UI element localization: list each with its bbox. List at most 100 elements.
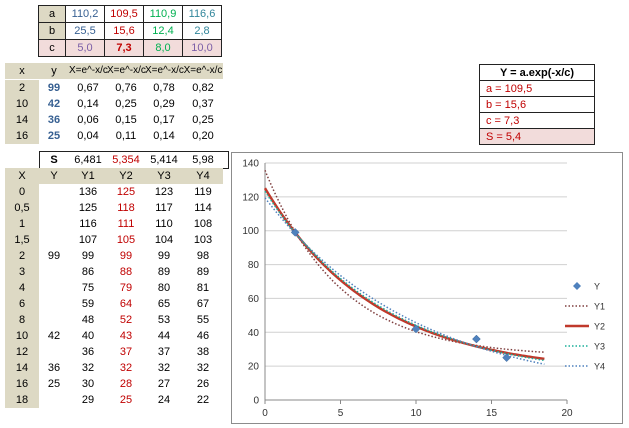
pred-cell-r7-c3[interactable]: 64	[119, 298, 133, 310]
pred-cell-r7-c2[interactable]: 59	[81, 298, 95, 310]
pred-cell-r9-c3[interactable]: 43	[119, 330, 133, 342]
pred-cell-r8-c1[interactable]	[39, 312, 69, 328]
xy-cell-r1-c0[interactable]: 10	[5, 96, 39, 112]
pred-cell-r9-c4[interactable]: 44	[157, 330, 171, 342]
result-c[interactable]: c = 7,3	[479, 112, 595, 129]
pred-cell-r5-c2[interactable]: 86	[81, 266, 95, 278]
pred-cell-r9-c0[interactable]: 10	[5, 328, 39, 344]
xy-cell-r2-c4[interactable]: 0,17	[153, 114, 175, 126]
pred-cell-r2-c1[interactable]	[39, 216, 69, 232]
pred-cell-r0-c5[interactable]: 119	[194, 186, 212, 198]
pred-cell-r5-c0[interactable]: 3	[5, 264, 39, 280]
pred-cell-r6-c4[interactable]: 80	[157, 282, 171, 294]
xy-cell-r0-c4[interactable]: 0,78	[153, 82, 175, 94]
pred-cell-r13-c4[interactable]: 24	[157, 394, 171, 406]
xy-cell-r3-c0[interactable]: 16	[5, 128, 39, 144]
pred-cell-r11-c2[interactable]: 32	[81, 362, 95, 374]
pred-cell-r10-c3[interactable]: 37	[119, 346, 133, 358]
pred-cell-r0-c2[interactable]: 136	[78, 186, 98, 198]
xy-cell-r2-c1[interactable]: 36	[47, 114, 61, 126]
pred-cell-r3-c4[interactable]: 104	[154, 234, 174, 246]
pred-cell-r8-c0[interactable]: 8	[5, 312, 39, 328]
xy-cell-r1-c1[interactable]: 42	[47, 98, 61, 110]
pred-cell-r5-c5[interactable]: 89	[196, 266, 210, 278]
param-b-1[interactable]: 25,5	[65, 22, 105, 40]
xy-cell-r3-c2[interactable]: 0,04	[77, 130, 99, 142]
pred-cell-r5-c1[interactable]	[39, 264, 69, 280]
pred-cell-r1-c3[interactable]: 118	[117, 202, 135, 214]
pred-cell-r4-c5[interactable]: 98	[196, 250, 210, 262]
pred-cell-r10-c0[interactable]: 12	[5, 344, 39, 360]
result-a[interactable]: a = 109,5	[479, 80, 595, 97]
pred-cell-r10-c4[interactable]: 37	[157, 346, 171, 358]
param-b-3[interactable]: 12,4	[143, 22, 183, 40]
pred-cell-r1-c5[interactable]: 114	[194, 202, 212, 214]
pred-cell-r13-c1[interactable]	[39, 392, 69, 408]
pred-cell-r8-c2[interactable]: 48	[81, 314, 95, 326]
xy-cell-r3-c3[interactable]: 0,11	[115, 130, 137, 142]
param-a-3[interactable]: 110,9	[143, 5, 183, 23]
param-b-4[interactable]: 2,8	[182, 22, 222, 40]
pred-cell-r5-c4[interactable]: 89	[157, 266, 171, 278]
param-label-a[interactable]: a	[38, 5, 66, 23]
pred-cell-r10-c1[interactable]	[39, 344, 69, 360]
param-b-2[interactable]: 15,6	[104, 22, 144, 40]
pred-cell-r4-c4[interactable]: 99	[157, 250, 171, 262]
pred-cell-r13-c2[interactable]: 29	[81, 394, 95, 406]
s-value-3[interactable]: 5,414	[150, 154, 178, 166]
xy-cell-r2-c3[interactable]: 0,15	[115, 114, 137, 126]
pred-cell-r4-c2[interactable]: 99	[81, 250, 95, 262]
pred-cell-r13-c3[interactable]: 25	[119, 394, 133, 406]
xy-cell-r0-c1[interactable]: 99	[47, 82, 61, 94]
pred-cell-r11-c3[interactable]: 32	[119, 362, 133, 374]
pred-cell-r11-c1[interactable]: 36	[47, 362, 61, 374]
pred-cell-r2-c4[interactable]: 110	[155, 218, 173, 230]
param-c-3[interactable]: 8,0	[143, 39, 183, 57]
xy-cell-r0-c0[interactable]: 2	[5, 80, 39, 96]
pred-cell-r11-c0[interactable]: 14	[5, 360, 39, 376]
xy-cell-r0-c2[interactable]: 0,67	[77, 82, 99, 94]
pred-cell-r10-c2[interactable]: 36	[81, 346, 95, 358]
pred-cell-r0-c4[interactable]: 123	[154, 186, 174, 198]
pred-cell-r9-c5[interactable]: 46	[196, 330, 210, 342]
pred-cell-r4-c3[interactable]: 99	[119, 250, 133, 262]
pred-cell-r1-c2[interactable]: 125	[78, 202, 98, 214]
pred-cell-r2-c5[interactable]: 108	[193, 218, 213, 230]
pred-cell-r6-c3[interactable]: 79	[119, 282, 133, 294]
pred-cell-r3-c2[interactable]: 107	[78, 234, 98, 246]
pred-cell-r2-c3[interactable]: 111	[117, 218, 135, 230]
pred-cell-r4-c0[interactable]: 2	[5, 248, 39, 264]
s-value-2[interactable]: 5,354	[112, 154, 140, 166]
xy-cell-r0-c5[interactable]: 0,82	[192, 82, 214, 94]
xy-cell-r1-c2[interactable]: 0,14	[77, 98, 99, 110]
pred-cell-r1-c0[interactable]: 0,5	[5, 200, 39, 216]
pred-cell-r12-c5[interactable]: 26	[196, 378, 210, 390]
pred-cell-r8-c5[interactable]: 55	[196, 314, 210, 326]
xy-cell-r2-c2[interactable]: 0,06	[77, 114, 99, 126]
pred-cell-r1-c1[interactable]	[39, 200, 69, 216]
param-label-c[interactable]: c	[38, 39, 66, 57]
pred-cell-r2-c2[interactable]: 116	[79, 218, 97, 230]
pred-cell-r0-c1[interactable]	[39, 184, 69, 200]
param-c-2[interactable]: 7,3	[104, 39, 144, 57]
pred-cell-r3-c0[interactable]: 1,5	[5, 232, 39, 248]
xy-cell-r2-c5[interactable]: 0,25	[192, 114, 214, 126]
pred-cell-r1-c4[interactable]: 117	[155, 202, 173, 214]
pred-cell-r7-c1[interactable]	[39, 296, 69, 312]
chart-area[interactable]: 0 20 40 60 80 100 120 140 0 5 10 15 20 Y Y1 Y2 Y3 Y4	[231, 152, 623, 424]
result-s[interactable]: S = 5,4	[479, 128, 595, 145]
param-a-4[interactable]: 116,6	[182, 5, 222, 23]
pred-cell-r7-c4[interactable]: 65	[157, 298, 171, 310]
pred-cell-r12-c2[interactable]: 30	[81, 378, 95, 390]
pred-cell-r6-c5[interactable]: 81	[196, 282, 210, 294]
xy-cell-r3-c5[interactable]: 0,20	[192, 130, 214, 142]
pred-cell-r0-c0[interactable]: 0	[5, 184, 39, 200]
pred-cell-r3-c3[interactable]: 105	[116, 234, 136, 246]
pred-cell-r13-c5[interactable]: 22	[196, 394, 210, 406]
pred-cell-r9-c2[interactable]: 40	[81, 330, 95, 342]
pred-cell-r0-c3[interactable]: 125	[116, 186, 136, 198]
param-c-1[interactable]: 5,0	[65, 39, 105, 57]
pred-cell-r11-c4[interactable]: 32	[157, 362, 171, 374]
param-c-4[interactable]: 10,0	[182, 39, 222, 57]
pred-cell-r12-c3[interactable]: 28	[119, 378, 133, 390]
